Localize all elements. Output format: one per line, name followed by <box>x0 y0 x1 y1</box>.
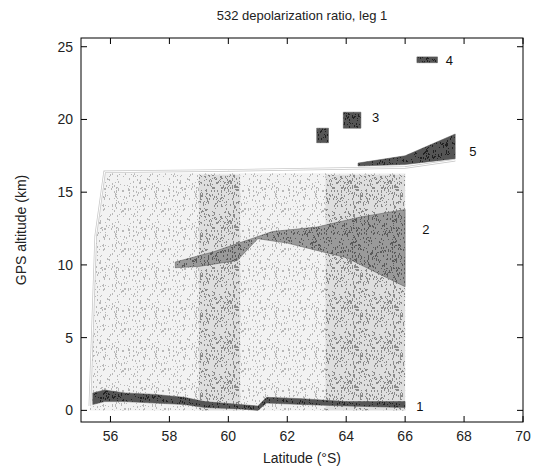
noise-band <box>199 175 240 411</box>
feature <box>175 210 405 287</box>
y-tick <box>81 337 87 338</box>
data-area <box>90 173 405 410</box>
y-tick <box>517 337 523 338</box>
x-tick <box>464 416 465 422</box>
x-tick-label: 66 <box>397 428 413 444</box>
y-tick <box>81 410 87 411</box>
x-tick <box>346 416 347 422</box>
y-tick-label: 5 <box>65 330 73 346</box>
x-tick-label: 60 <box>221 428 237 444</box>
frame <box>81 38 523 422</box>
y-tick <box>81 46 87 47</box>
x-tick-label: 68 <box>456 428 472 444</box>
x-tick <box>169 38 170 44</box>
y-tick-label: 25 <box>57 39 73 55</box>
x-tick-label: 64 <box>338 428 354 444</box>
x-tick <box>110 38 111 44</box>
x-tick-label: 70 <box>515 428 531 444</box>
x-tick-label: 62 <box>279 428 295 444</box>
y-tick <box>517 264 523 265</box>
feature-label: 1 <box>416 399 423 414</box>
x-tick-label: 58 <box>162 428 178 444</box>
y-tick-label: 10 <box>57 257 73 273</box>
y-tick <box>517 46 523 47</box>
chart: 56 58 60 62 64 66 68 70 0 5 10 15 20 25 1 2 3 4 5 532 depol… <box>0 0 542 468</box>
x-tick <box>523 416 524 422</box>
y-tick-label: 0 <box>65 402 73 418</box>
y-tick <box>81 264 87 265</box>
y-tick <box>81 119 87 120</box>
feature-label: 5 <box>469 144 476 159</box>
y-tick-label: 15 <box>57 184 73 200</box>
x-tick-label: 56 <box>103 428 119 444</box>
x-tick <box>523 38 524 44</box>
y-axis-title: GPS altitude (km) <box>13 175 29 285</box>
x-tick <box>287 38 288 44</box>
title: 532 depolarization ratio, leg 1 <box>217 8 388 23</box>
y-tick <box>517 192 523 193</box>
x-tick <box>110 416 111 422</box>
y-tick <box>517 119 523 120</box>
x-tick <box>405 38 406 44</box>
flight-altitude <box>90 160 455 406</box>
feature-label: 4 <box>446 53 453 68</box>
y-tick-label: 20 <box>57 111 73 127</box>
plot-area <box>90 57 455 411</box>
x-tick <box>405 416 406 422</box>
flight-altitude-core <box>90 160 455 406</box>
x-axis-title: Latitude (°S) <box>263 450 341 466</box>
x-tick <box>169 416 170 422</box>
x-tick <box>228 38 229 44</box>
feature <box>417 57 438 63</box>
noise-band <box>326 175 406 411</box>
x-tick <box>346 38 347 44</box>
y-tick <box>517 410 523 411</box>
feature <box>317 112 361 143</box>
x-tick <box>228 416 229 422</box>
feature-label: 3 <box>372 110 379 125</box>
feature <box>93 390 405 410</box>
x-tick <box>464 38 465 44</box>
feature-label: 2 <box>422 222 429 237</box>
y-tick <box>81 192 87 193</box>
x-tick <box>287 416 288 422</box>
